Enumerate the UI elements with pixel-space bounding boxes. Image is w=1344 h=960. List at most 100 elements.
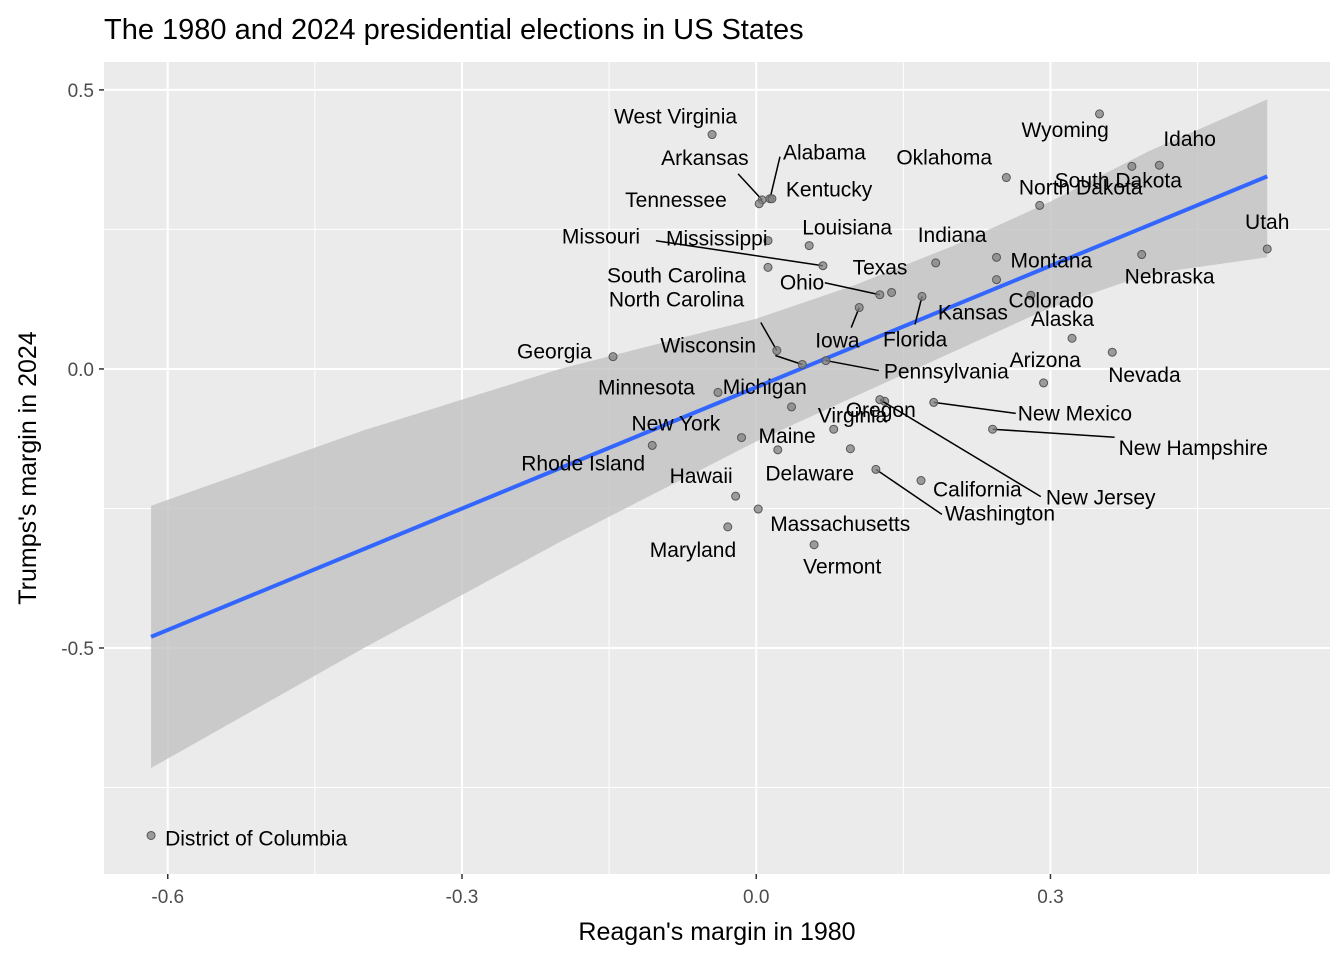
data-point (608, 352, 618, 362)
point-label: California (933, 479, 1022, 502)
data-point (875, 290, 885, 300)
point-label: New York (632, 413, 721, 436)
data-point (1154, 160, 1164, 170)
point-label: Delaware (765, 463, 854, 486)
data-point (763, 236, 773, 246)
data-point (707, 130, 717, 140)
point-label: Minnesota (598, 376, 695, 399)
point-label: South Carolina (607, 264, 746, 287)
data-point (818, 261, 828, 271)
point-label: South Dakota (1055, 169, 1183, 192)
data-point (804, 241, 814, 251)
label-leader-line (825, 359, 880, 372)
point-label: Oklahoma (896, 147, 992, 170)
data-point (1095, 109, 1105, 119)
data-point (1039, 378, 1049, 388)
point-label: Mississippi (666, 228, 768, 251)
point-label: Wyoming (1022, 119, 1109, 142)
data-point (797, 359, 807, 369)
point-label: Montana (1011, 249, 1093, 272)
data-point (647, 440, 657, 450)
x-tick-label: -0.6 (151, 887, 184, 908)
label-leader-line (992, 428, 1115, 438)
point-label: Ohio (780, 272, 824, 295)
label-leader-line (933, 401, 1016, 415)
data-point (875, 395, 885, 405)
point-label: New Hampshire (1119, 437, 1268, 460)
label-leader-line (737, 173, 763, 201)
data-point (992, 252, 1002, 262)
y-axis-ticks: -0.5 0.0 0.5 (61, 81, 104, 660)
point-label: Virginia (818, 404, 888, 427)
point-label: Louisiana (802, 217, 892, 240)
data-point (1001, 173, 1011, 183)
point-label: Michigan (723, 376, 807, 399)
data-point (845, 444, 855, 454)
point-label: Missouri (562, 226, 640, 249)
data-point (931, 258, 941, 268)
data-point (1137, 250, 1147, 260)
point-label: Colorado (1009, 290, 1094, 313)
label-leader-line (875, 468, 943, 516)
data-point (146, 830, 156, 840)
data-point (1262, 244, 1272, 254)
data-point (1107, 347, 1117, 357)
point-label: Massachusetts (770, 513, 910, 536)
grid-major (104, 62, 1330, 874)
point-label: Wisconsin (660, 334, 756, 357)
point-label: New Jersey (1046, 487, 1156, 510)
point-label: Utah (1245, 211, 1289, 234)
point-label: New Mexico (1018, 402, 1132, 425)
data-point (767, 194, 777, 204)
label-leader-line (760, 322, 778, 351)
point-label: Tennessee (625, 189, 727, 212)
point-label: Rhode Island (521, 452, 645, 475)
data-point (809, 540, 819, 550)
point-label: Indiana (918, 224, 987, 247)
x-axis-title: Reagan's margin in 1980 (578, 918, 855, 946)
data-point (1026, 290, 1036, 300)
data-point (1035, 200, 1045, 210)
data-point (731, 491, 741, 501)
data-point (737, 433, 747, 443)
regression-line (150, 174, 1268, 639)
points-layer: Utah Wyoming Idaho Nebraska North Dakota Neva… (146, 106, 1289, 850)
chart-title: The 1980 and 2024 presidential elections… (104, 14, 804, 46)
data-point (992, 275, 1002, 285)
label-leader-line (655, 239, 824, 267)
label-leader-line (769, 156, 781, 199)
point-label: Kentucky (786, 179, 873, 202)
label-leader-line (824, 281, 880, 296)
point-label: Iowa (815, 330, 860, 353)
data-point (916, 476, 926, 486)
data-point (763, 262, 773, 272)
data-point (988, 424, 998, 434)
point-label: Pennsylvania (884, 361, 1009, 384)
y-tick-label: -0.5 (61, 639, 94, 660)
x-tick-label: 0.0 (743, 887, 769, 908)
y-axis-title: Trumps's margin in 2024 (14, 331, 42, 604)
point-label: Texas (853, 256, 908, 279)
point-label: Maine (759, 425, 816, 448)
confidence-ribbon (151, 99, 1268, 768)
data-point (787, 402, 797, 412)
point-label: North Dakota (1019, 176, 1143, 199)
point-label: District of Columbia (165, 827, 347, 850)
point-label: Alaska (1031, 308, 1094, 331)
point-label: Arizona (1010, 349, 1082, 372)
point-label: Maryland (650, 539, 736, 562)
x-tick-label: 0.3 (1037, 887, 1063, 908)
data-point (1127, 161, 1137, 171)
data-point (753, 504, 763, 514)
point-label: Nevada (1108, 364, 1181, 387)
point-label: West Virginia (614, 106, 737, 129)
data-point (772, 346, 782, 356)
data-point (1067, 333, 1077, 343)
point-label: Hawaii (670, 465, 733, 488)
data-point (821, 356, 831, 366)
label-leader-line (914, 296, 923, 325)
y-tick-label: 0.0 (68, 360, 94, 381)
data-point (854, 303, 864, 313)
point-label: Idaho (1163, 128, 1216, 151)
